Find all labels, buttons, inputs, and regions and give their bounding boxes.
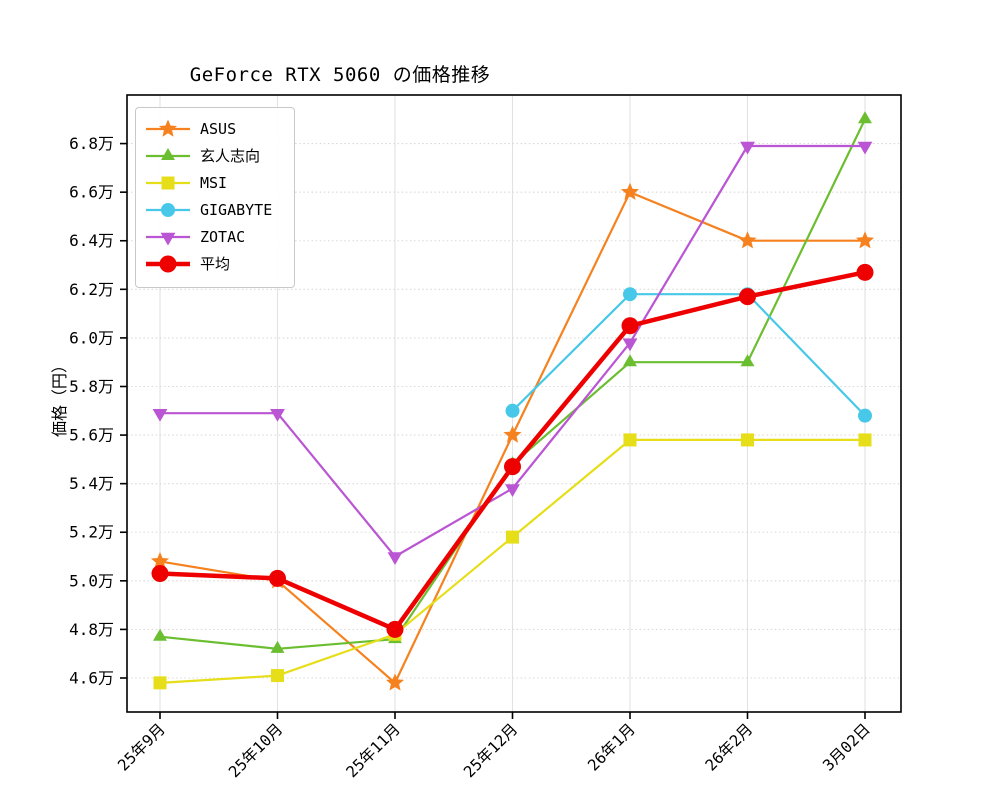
- y-tick-label: 5.2万: [69, 523, 114, 542]
- chart-title: GeForce RTX 5060 の価格推移: [189, 64, 491, 86]
- series-marker-MSI: [506, 530, 519, 544]
- legend-item-heikin: 平均: [144, 250, 294, 277]
- y-tick-label: 6.0万: [69, 328, 114, 347]
- legend-item-gigabyte: GIGABYTE: [144, 196, 294, 223]
- legend-label: 平均: [200, 255, 231, 273]
- y-tick-label: 4.6万: [69, 668, 114, 687]
- series-marker-ASUS: [738, 231, 757, 249]
- series-marker-MSI: [153, 676, 167, 690]
- legend-marker: [161, 202, 175, 217]
- legend-marker-kuroutoshikou-icon: [146, 147, 190, 160]
- y-tick-label: 6.8万: [69, 134, 114, 153]
- series-marker-GIGABYTE: [623, 287, 637, 302]
- series-marker-平均: [269, 569, 286, 587]
- legend-marker-heikin-icon: [146, 255, 190, 272]
- series-marker-ZOTAC: [740, 141, 755, 155]
- legend-item-asus: ASUS: [144, 115, 294, 142]
- y-tick-label: 6.6万: [69, 183, 114, 202]
- series-marker-玄人志向: [740, 354, 755, 367]
- legend-marker: [158, 119, 178, 137]
- series-marker-MSI: [741, 433, 754, 447]
- x-tick-label: 26年1月: [584, 720, 638, 774]
- y-tick-label: 5.0万: [69, 571, 114, 590]
- x-tick-label: 3月02日: [819, 720, 873, 774]
- x-tick-label: 26年2月: [702, 720, 756, 774]
- series-marker-ZOTAC: [270, 408, 285, 422]
- legend-label: ASUS: [200, 119, 237, 138]
- legend-marker: [161, 176, 175, 189]
- legend-label: ZOTAC: [200, 227, 246, 246]
- series-marker-平均: [386, 620, 404, 638]
- legend-label: 玄人志向: [200, 147, 261, 165]
- legend-marker-zotac-icon: [146, 232, 190, 245]
- y-tick-label: 4.8万: [69, 620, 114, 639]
- legend-marker-asus-icon: [146, 119, 190, 137]
- series-marker-玄人志向: [623, 354, 637, 367]
- series-marker-ASUS: [150, 551, 170, 570]
- legend-label: MSI: [200, 173, 228, 192]
- y-tick-label: 6.4万: [69, 231, 114, 250]
- series-marker-ASUS: [385, 673, 405, 691]
- legend-marker: [160, 232, 176, 245]
- series-marker-ZOTAC: [622, 338, 638, 352]
- series-marker-玄人志向: [153, 628, 167, 641]
- series-marker-GIGABYTE: [858, 408, 872, 423]
- x-tick-label: 25年12月: [460, 720, 521, 781]
- series-marker-GIGABYTE: [505, 403, 520, 418]
- series-marker-ASUS: [620, 182, 640, 200]
- series-marker-平均: [739, 288, 756, 306]
- series-marker-ASUS: [503, 425, 522, 443]
- series-line-GIGABYTE: [511, 293, 866, 417]
- y-tick-label: 5.8万: [69, 377, 114, 396]
- series-marker-玄人志向: [858, 111, 872, 124]
- series-marker-ZOTAC: [505, 484, 520, 498]
- series-marker-ZOTAC: [387, 552, 403, 566]
- series-marker-玄人志向: [270, 640, 285, 653]
- y-tick-label: 5.6万: [69, 426, 114, 445]
- series-marker-MSI: [623, 433, 637, 447]
- series-marker-ZOTAC: [857, 141, 873, 155]
- series-marker-MSI: [858, 433, 872, 447]
- axes-spines: [126, 94, 902, 713]
- y-tick-label: 6.2万: [69, 280, 114, 299]
- legend-label: GIGABYTE: [200, 200, 273, 219]
- legend-item-zotac: ZOTAC: [144, 223, 294, 250]
- x-tick-label: 25年9月: [114, 720, 168, 774]
- series-marker-平均: [856, 263, 874, 281]
- legend-item-msi: MSI: [144, 169, 294, 196]
- legend-marker: [159, 255, 177, 272]
- series-marker-平均: [151, 565, 169, 583]
- legend-marker-msi-icon: [146, 176, 190, 189]
- legend: ASUS 玄人志向 MSI GIGABYTE ZOTAC 平均: [135, 107, 295, 288]
- series-marker-ZOTAC: [152, 408, 168, 422]
- x-tick-label: 25年11月: [343, 720, 404, 781]
- x-tick-label: 25年10月: [225, 720, 286, 781]
- legend-item-kuroutoshikou: 玄人志向: [144, 142, 294, 169]
- series-marker-MSI: [271, 669, 284, 683]
- series-marker-平均: [504, 458, 521, 476]
- y-tick-label: 5.4万: [69, 474, 114, 493]
- series-marker-ASUS: [855, 231, 875, 249]
- legend-marker: [161, 147, 175, 160]
- legend-marker-gigabyte-icon: [146, 202, 190, 217]
- series-marker-平均: [621, 317, 639, 335]
